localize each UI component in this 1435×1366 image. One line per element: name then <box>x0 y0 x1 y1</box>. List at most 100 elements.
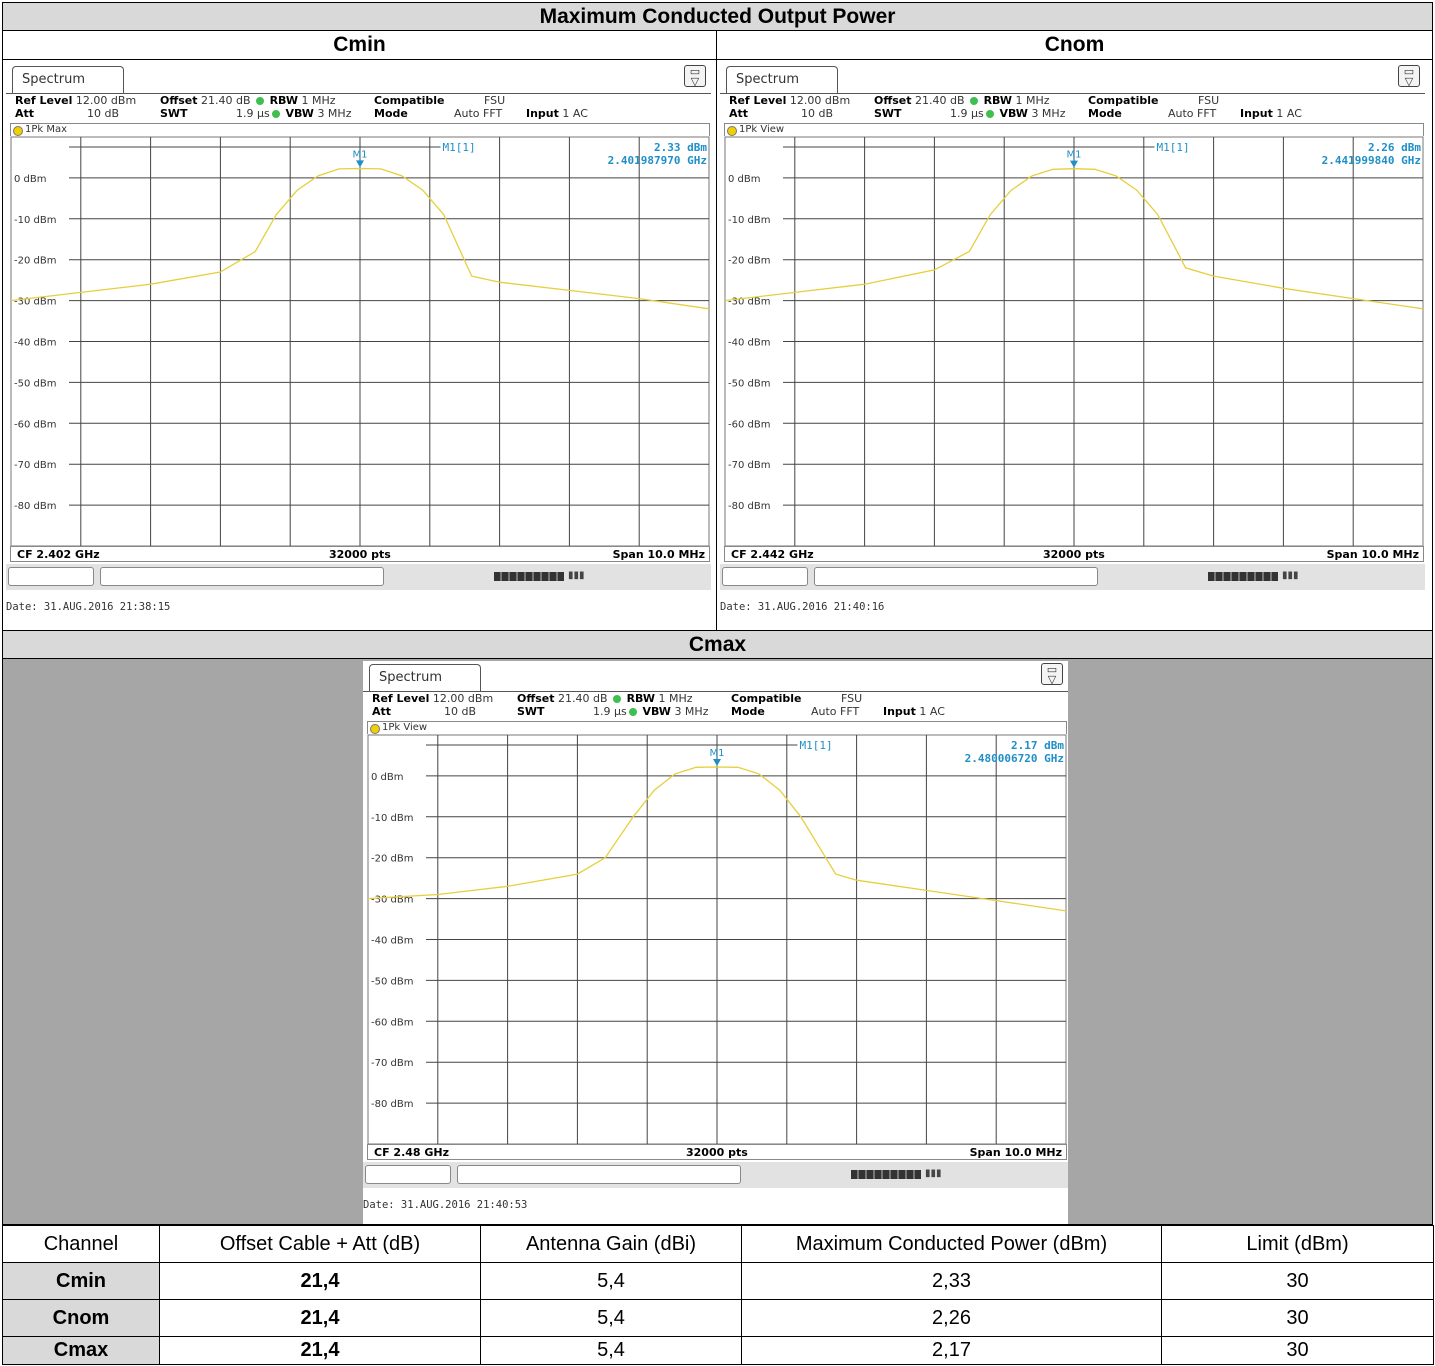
rbw-label: RBW <box>983 94 1012 107</box>
input-value: 1 AC <box>919 705 945 718</box>
settings-row-1: Ref Level 12.00 dBm <box>729 94 850 107</box>
table-header-cell: Antenna Gain (dBi) <box>480 1225 742 1263</box>
table-cell: Cnom <box>2 1299 160 1337</box>
table-header-cell: Limit (dBm) <box>1161 1225 1434 1263</box>
sweep-points: 32000 pts <box>1043 548 1105 561</box>
spectrum-tab[interactable]: Spectrum <box>726 66 838 94</box>
ref-level-label: Ref Level <box>729 94 787 107</box>
spectrum-tab[interactable]: Spectrum <box>369 664 481 692</box>
vbw-indicator-icon <box>272 110 280 118</box>
menu-icon[interactable]: ▭ ▽ <box>1398 65 1420 87</box>
y-tick-label: -50 dBm <box>14 378 56 389</box>
y-tick-label: -60 dBm <box>728 419 770 430</box>
status-bar: ▮▮▮ <box>720 564 1425 590</box>
status-bar: ▮▮▮ <box>6 564 711 590</box>
y-tick-label: -60 dBm <box>371 1017 413 1028</box>
offset-value: 21.40 dB <box>201 94 251 107</box>
rbw-label: RBW <box>626 692 655 705</box>
att-value: 10 dB <box>801 107 834 120</box>
marker-readout-value: 2.33 dBm <box>654 141 707 154</box>
input-label: Input <box>883 705 916 718</box>
table-cell: 5,4 <box>480 1336 742 1365</box>
vbw-label: VBW <box>285 107 314 120</box>
vbw-value: 3 MHz <box>1031 107 1066 120</box>
marker-tag: M1 <box>1067 150 1082 161</box>
att-value: 10 dB <box>87 107 120 120</box>
y-tick-label: -30 dBm <box>728 297 770 308</box>
y-tick-label: -10 dBm <box>14 215 56 226</box>
marker-readout-label: M1[1] <box>1156 141 1189 154</box>
table-cell: 2,33 <box>741 1262 1162 1300</box>
table-cell: Cmax <box>2 1336 160 1365</box>
marker-triangle-icon <box>1070 160 1078 168</box>
compatible-value: FSU <box>1198 94 1220 107</box>
y-tick-label: -40 dBm <box>371 936 413 947</box>
spectrum-tab[interactable]: Spectrum <box>12 66 124 94</box>
spectrum-screen-cmin: Spectrum ▭ ▽ Ref Level 12.00 dBm Att 10 dB Of… <box>6 63 711 629</box>
att-label: Att <box>729 107 749 120</box>
y-tick-label: -50 dBm <box>371 976 413 987</box>
menu-icon[interactable]: ▭ ▽ <box>684 65 706 87</box>
capture-date: Date: 31.AUG.2016 21:38:15 <box>6 601 171 613</box>
menu-icon[interactable]: ▭ ▽ <box>1041 663 1063 685</box>
table-header-cell: Maximum Conducted Power (dBm) <box>741 1225 1162 1263</box>
status-field-main <box>100 567 384 586</box>
table-cell: 30 <box>1161 1262 1434 1300</box>
table-cell: 2,26 <box>741 1299 1162 1337</box>
compatible-value: FSU <box>841 692 863 705</box>
compatible-row: Compatible FSU <box>374 94 505 107</box>
table-cell: 21,4 <box>159 1262 481 1300</box>
spectrum-screen-cmax: Spectrum ▭ ▽ Ref Level 12.00 dBm Att 10 dB Of… <box>363 661 1068 1224</box>
settings-row-1: Ref Level 12.00 dBm <box>372 692 493 705</box>
compatible-label: Compatible <box>1088 94 1159 107</box>
table-cell: 5,4 <box>480 1262 742 1300</box>
section-header-cmax: Cmax <box>2 630 1433 659</box>
y-tick-label: -40 dBm <box>728 338 770 349</box>
center-frequency: CF 2.442 GHz <box>731 548 814 561</box>
mode-label: Mode <box>1088 107 1122 120</box>
center-frequency: CF 2.402 GHz <box>17 548 100 561</box>
marker-readout-label: M1[1] <box>442 141 475 154</box>
tab-divider <box>720 93 1425 94</box>
compatible-label: Compatible <box>374 94 445 107</box>
spectrum-plot: 0 dBm -10 dBm -20 dBm -30 dBm -40 dBm -50 dBm… <box>10 136 710 547</box>
rbw-indicator-icon <box>970 97 979 105</box>
plot-footer: CF 2.402 GHz 32000 pts Span 10.0 MHz <box>10 546 710 562</box>
y-tick-label: -70 dBm <box>728 460 770 471</box>
offset-label: Offset <box>160 94 198 107</box>
rbw-value: 1 MHz <box>658 692 693 705</box>
marker-readout-value: 2.17 dBm <box>1011 739 1064 752</box>
marker-triangle-icon <box>713 759 721 767</box>
progress-bar <box>1208 572 1278 581</box>
capture-date: Date: 31.AUG.2016 21:40:16 <box>720 601 885 613</box>
status-bar: ▮▮▮ <box>363 1162 1068 1188</box>
offset-label: Offset <box>874 94 912 107</box>
swt-vbw-row: SWT 1.9 µs VBW 3 MHz <box>874 107 1065 120</box>
swt-label: SWT <box>517 705 545 718</box>
trace-line <box>367 766 1067 912</box>
table-cell: Cmin <box>2 1262 160 1300</box>
table-cell: 5,4 <box>480 1299 742 1337</box>
swt-value: 1.9 µs <box>236 107 270 120</box>
y-tick-label: -80 dBm <box>728 501 770 512</box>
ref-level-value: 12.00 dBm <box>432 692 494 705</box>
y-tick-label: 0 dBm <box>14 174 47 185</box>
tab-divider <box>363 691 1068 692</box>
att-value: 10 dB <box>444 705 477 718</box>
vbw-value: 3 MHz <box>674 705 709 718</box>
settings-row-2: Att 10 dB <box>15 107 119 120</box>
status-field-left <box>365 1165 451 1184</box>
status-field-main <box>814 567 1098 586</box>
vbw-indicator-icon <box>986 110 994 118</box>
input-label: Input <box>1240 107 1273 120</box>
mode-row: Mode Auto FFT Input 1 AC <box>731 705 945 718</box>
rbw-label: RBW <box>269 94 298 107</box>
swt-value: 1.9 µs <box>950 107 984 120</box>
ref-level-label: Ref Level <box>15 94 73 107</box>
offset-rbw-row: Offset 21.40 dB RBW 1 MHz <box>160 94 335 107</box>
status-icon: ▮▮▮ <box>925 1168 942 1179</box>
frequency-span: Span 10.0 MHz <box>969 1146 1062 1159</box>
input-value: 1 AC <box>562 107 588 120</box>
offset-rbw-row: Offset 21.40 dB RBW 1 MHz <box>874 94 1049 107</box>
y-tick-label: 0 dBm <box>728 174 761 185</box>
